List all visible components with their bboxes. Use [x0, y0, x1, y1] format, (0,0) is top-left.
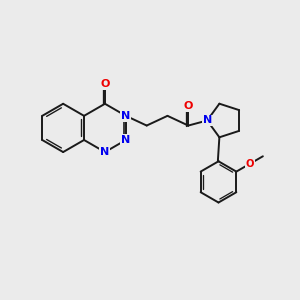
Text: N: N — [121, 111, 130, 121]
Text: O: O — [100, 79, 110, 89]
Text: N: N — [202, 116, 212, 125]
Text: N: N — [121, 135, 130, 145]
Text: O: O — [245, 159, 254, 169]
Text: N: N — [100, 147, 110, 157]
Text: O: O — [184, 101, 193, 111]
